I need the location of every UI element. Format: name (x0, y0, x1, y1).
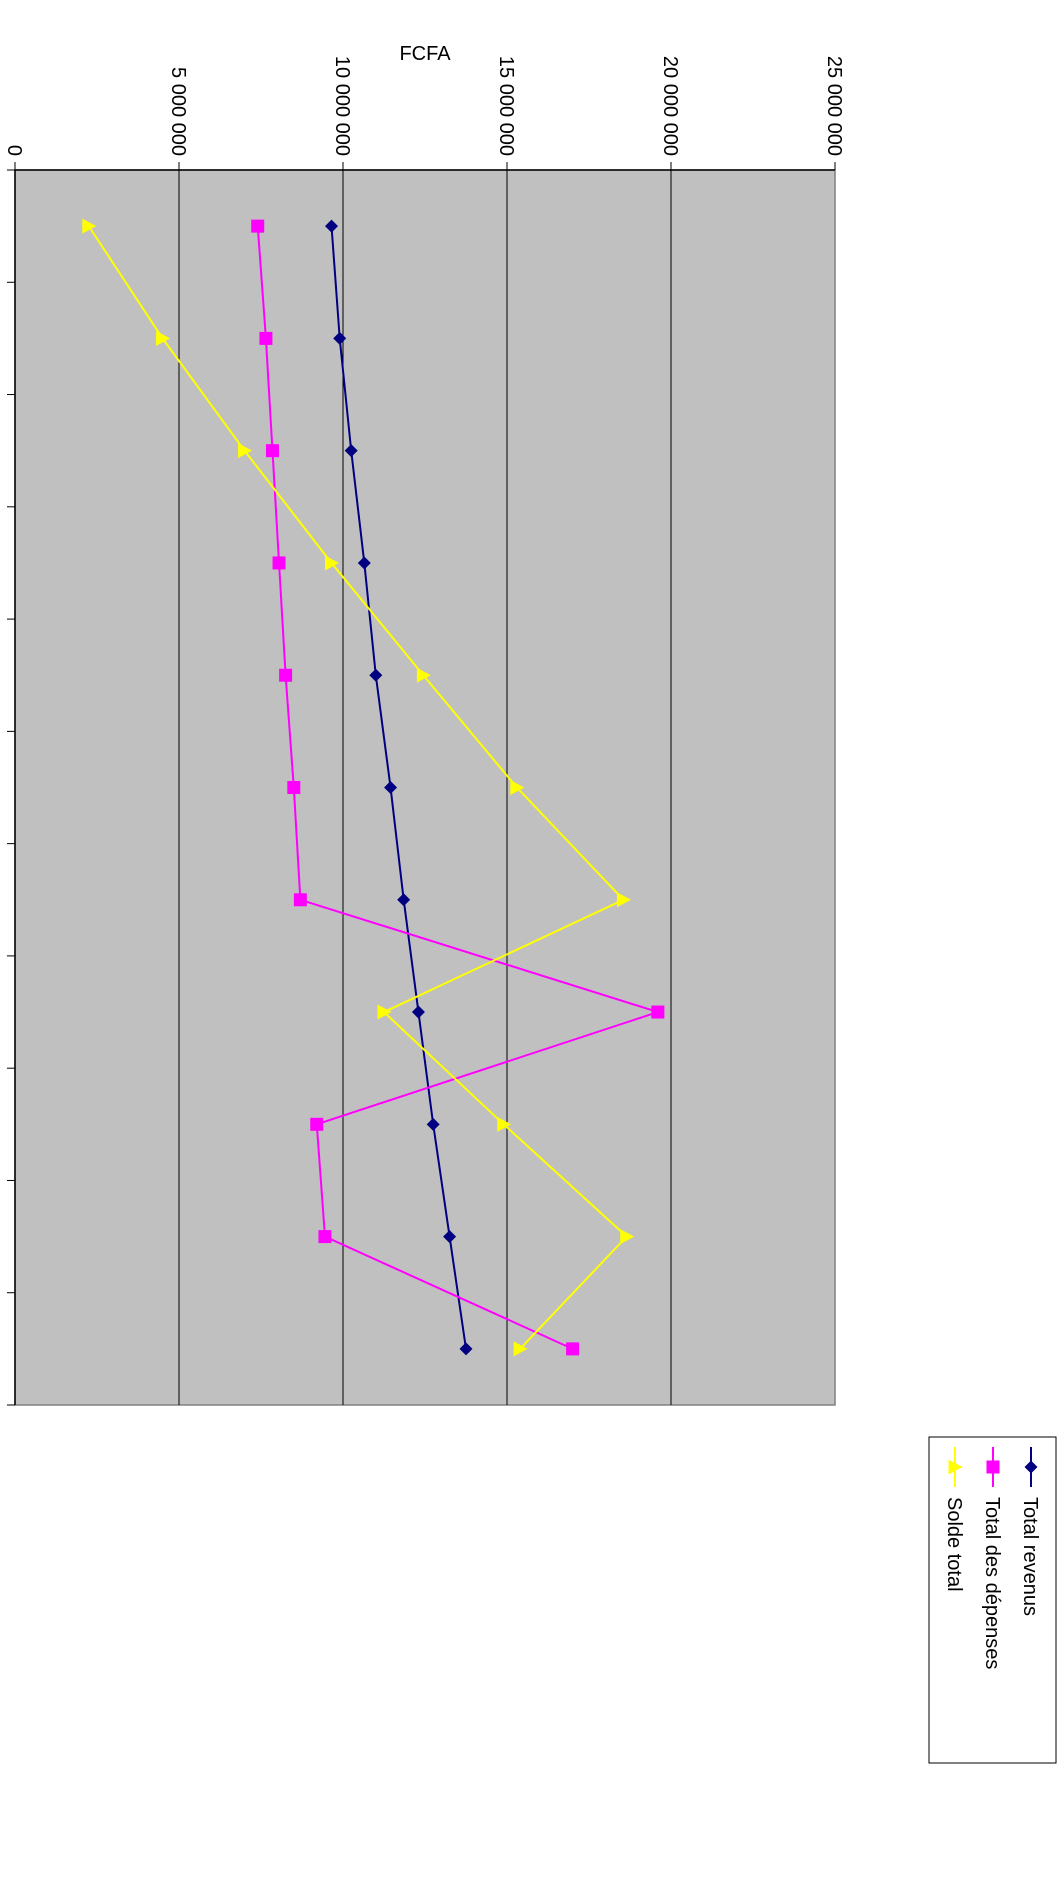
data-point (566, 1342, 580, 1356)
y-tick-label: 0 (3, 145, 25, 156)
data-point (272, 556, 286, 570)
series-2 (82, 218, 635, 1357)
y-axis-title: FCFA (399, 43, 451, 65)
data-point (384, 781, 398, 794)
data-point (377, 1004, 392, 1020)
legend-swatch-marker (948, 1459, 963, 1475)
series-1 (251, 219, 665, 1356)
data-point (616, 892, 631, 908)
legend-label: Total revenus (1019, 1497, 1041, 1616)
y-tick-label: 10 000 000 (331, 56, 353, 156)
data-point (513, 1341, 528, 1357)
data-point (287, 781, 301, 794)
legend-label: Solde total (943, 1497, 965, 1592)
data-point (397, 893, 411, 907)
data-point (310, 1117, 324, 1131)
data-point (344, 444, 358, 458)
y-tick-label: 25 000 000 (823, 56, 845, 156)
data-point (325, 555, 340, 571)
data-point (238, 443, 253, 459)
data-point (510, 780, 525, 795)
data-point (265, 444, 279, 458)
data-point (620, 1229, 635, 1245)
data-point (411, 1005, 425, 1019)
series-0 (325, 219, 473, 1356)
data-point (156, 330, 171, 346)
legend: Total revenus Total des dépenses Solde tot… (928, 1436, 1057, 1764)
legend-swatch-marker (1024, 1460, 1038, 1474)
data-point (369, 668, 383, 682)
legend-box (928, 1436, 1057, 1764)
data-point (325, 219, 339, 233)
rotated-chart: 0 5 000 000 10 000 000 15 000 000 20 000 000… (3, 43, 1057, 1764)
data-point (459, 1342, 473, 1356)
data-point (426, 1117, 440, 1131)
data-point (259, 331, 273, 345)
data-point (293, 893, 307, 907)
data-point (82, 218, 97, 234)
y-tick-label: 15 000 000 (495, 56, 517, 156)
data-point (333, 331, 347, 345)
data-point (357, 556, 371, 570)
legend-label: Total des dépenses (981, 1497, 1003, 1669)
legend-swatch-marker (986, 1460, 1000, 1474)
data-point (279, 668, 293, 682)
data-point (443, 1230, 457, 1244)
y-tick-label: 20 000 000 (659, 56, 681, 156)
data-point (497, 1116, 512, 1132)
data-point (318, 1230, 332, 1244)
axes: 0 5 000 000 10 000 000 15 000 000 20 000 000… (3, 43, 845, 1406)
data-point (416, 667, 431, 683)
plot-area (14, 169, 836, 1406)
data-point (651, 1005, 665, 1019)
series-layer (82, 218, 665, 1357)
y-tick-label: 5 000 000 (167, 67, 189, 156)
data-point (251, 219, 265, 233)
